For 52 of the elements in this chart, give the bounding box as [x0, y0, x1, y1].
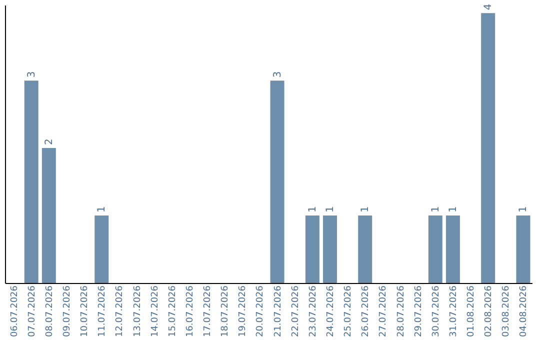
bar [94, 216, 109, 283]
data-label: 1 [360, 206, 372, 213]
data-label: 3 [26, 71, 38, 78]
data-label: 1 [96, 206, 108, 213]
x-tick-label: 28.07.2026 [396, 285, 406, 338]
x-tick-label: 22.07.2026 [290, 285, 301, 338]
x-tick-label: 21.07.2026 [273, 285, 284, 338]
data-label: 1 [448, 206, 459, 213]
bar [516, 216, 530, 283]
x-tick-label: 08.07.2026 [44, 285, 55, 338]
x-tick-label: 07.07.2026 [27, 285, 38, 338]
x-tick-label: 09.07.2026 [62, 285, 72, 338]
x-tick-label: 24.07.2026 [326, 285, 336, 338]
bar [270, 80, 284, 283]
x-tick-label: 27.07.2026 [378, 285, 389, 338]
x-tick-label: 20.07.2026 [256, 285, 266, 338]
data-label: 1 [307, 206, 318, 213]
bar [446, 216, 460, 283]
x-tick-label: 12.07.2026 [115, 285, 126, 338]
bar [358, 216, 372, 283]
bar [322, 216, 337, 283]
x-tick-label: 15.07.2026 [168, 285, 178, 338]
x-tick-label: 01.08.2026 [466, 285, 477, 338]
x-tick-label: 18.07.2026 [220, 285, 231, 338]
x-tick-label: 04.08.2026 [519, 285, 530, 338]
x-tick-label: 29.07.2026 [414, 285, 424, 338]
x-tick-label: 17.07.2026 [203, 285, 214, 338]
x-tick-label: 19.07.2026 [238, 285, 248, 338]
x-tick-label: 06.07.2026 [10, 285, 20, 338]
bar [42, 148, 56, 283]
x-tick-label: 30.07.2026 [431, 285, 442, 338]
x-tick-label: 16.07.2026 [185, 285, 196, 338]
x-tick-label: 14.07.2026 [150, 285, 160, 338]
bar [428, 216, 442, 283]
x-tick-label: 25.07.2026 [344, 285, 354, 338]
data-label: 1 [430, 206, 442, 213]
x-tick-label: 31.07.2026 [448, 285, 459, 338]
bar [24, 80, 38, 283]
x-tick-label: 11.07.2026 [98, 285, 108, 338]
x-tick-label: 03.08.2026 [502, 285, 512, 338]
data-label: 1 [518, 206, 530, 213]
x-tick-label: 02.08.2026 [484, 285, 494, 338]
x-tick-label: 23.07.2026 [308, 285, 318, 338]
x-tick-label: 10.07.2026 [80, 285, 90, 338]
x-tick-label: 26.07.2026 [361, 285, 372, 338]
bar [481, 13, 496, 283]
data-label: 1 [324, 206, 336, 213]
bar [305, 216, 320, 283]
x-tick-label: 13.07.2026 [132, 285, 143, 338]
data-label: 4 [483, 4, 494, 10]
data-label: 2 [44, 138, 55, 146]
data-label: 3 [272, 71, 284, 78]
